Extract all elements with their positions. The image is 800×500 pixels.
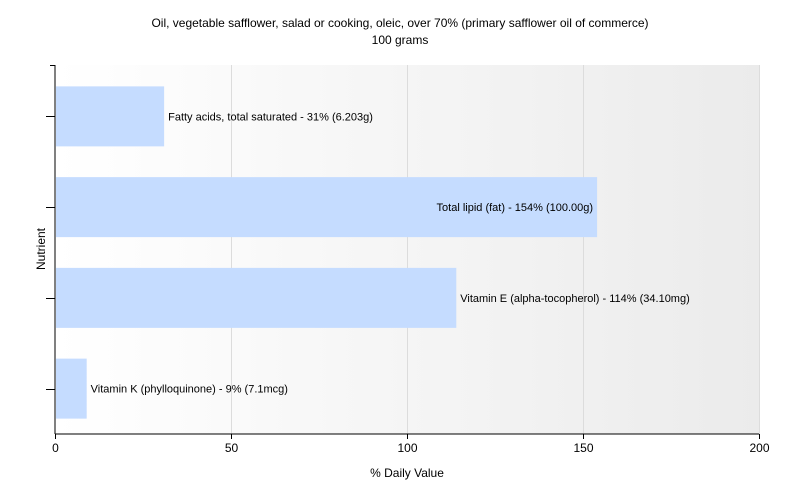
bar (56, 267, 457, 328)
x-axis-title: % Daily Value (370, 466, 444, 480)
bar-label: Fatty acids, total saturated - 31% (6.20… (168, 111, 373, 123)
x-tick-label: 150 (573, 441, 593, 455)
bars: Fatty acids, total saturated - 31% (6.20… (56, 86, 690, 419)
x-tick-label: 0 (52, 441, 59, 455)
x-tick-label: 50 (225, 441, 239, 455)
axis-ticks: 0 50 100 150 200 (46, 65, 770, 455)
bar-label: Total lipid (fat) - 154% (100.00g) (437, 202, 594, 214)
bar-label: Vitamin E (alpha-tocopherol) - 114% (34.… (460, 293, 690, 305)
x-tick-label: 100 (397, 441, 417, 455)
bar (56, 177, 598, 238)
bar-label: Vitamin K (phylloquinone) - 9% (7.1mcg) (91, 384, 288, 396)
x-tick-label: 200 (749, 441, 769, 455)
gridlines (231, 65, 760, 434)
bar (56, 358, 87, 419)
chart-title: Oil, vegetable safflower, salad or cooki… (151, 16, 648, 30)
chart-subtitle: 100 grams (372, 33, 429, 47)
y-axis-title: Nutrient (34, 227, 48, 270)
bar (56, 86, 165, 147)
